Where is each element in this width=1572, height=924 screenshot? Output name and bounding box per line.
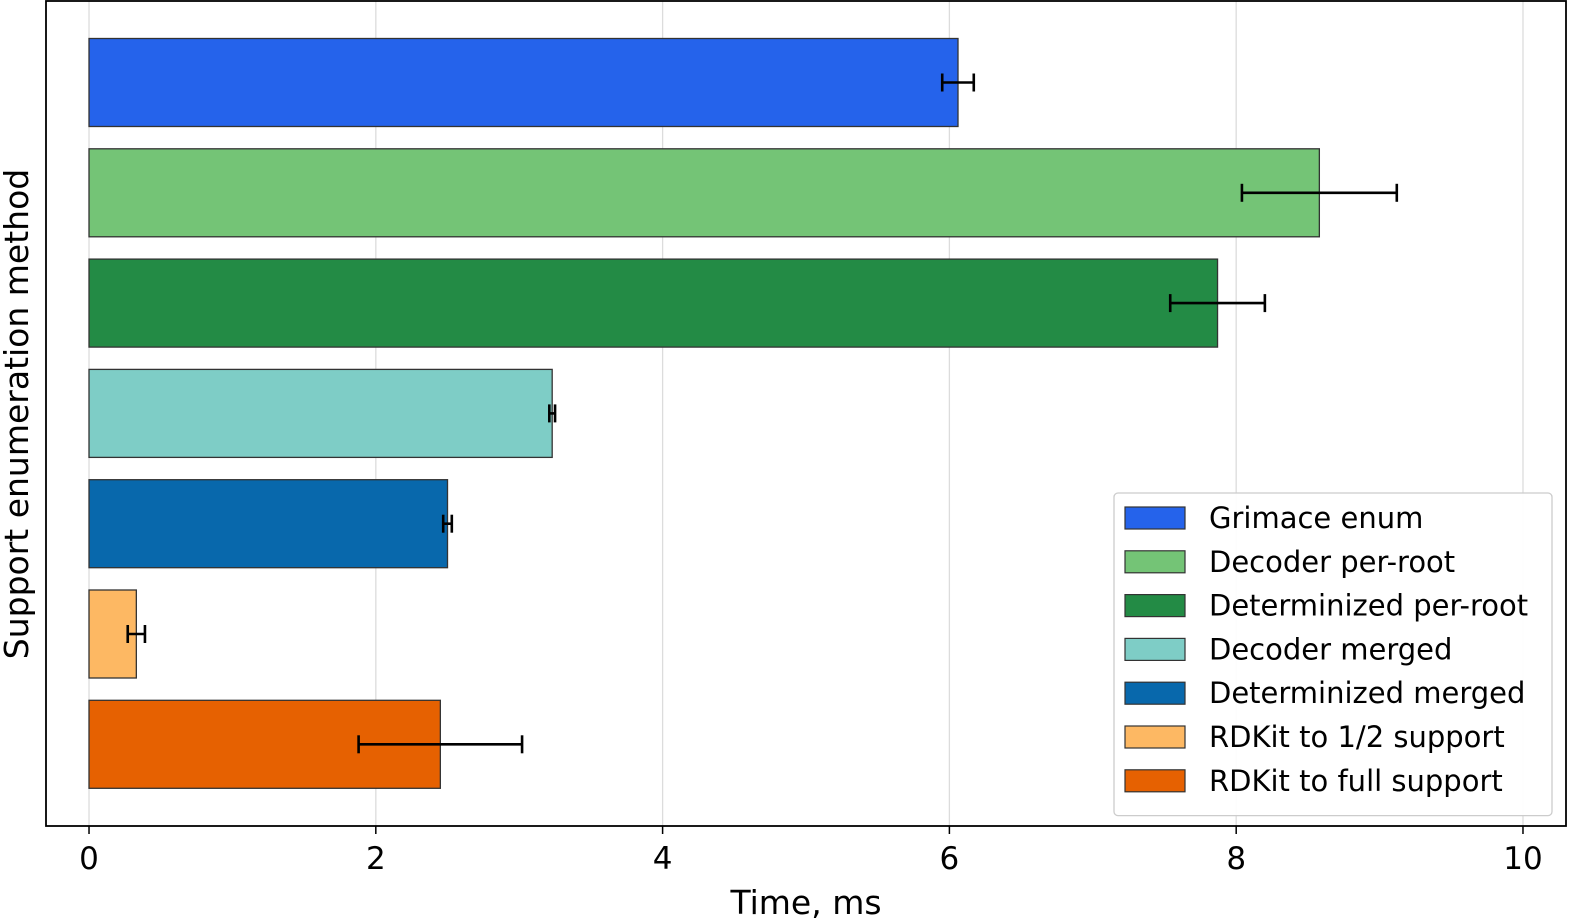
x-tick-label: 6 <box>940 841 960 877</box>
legend-label-grimace-enum: Grimace enum <box>1209 501 1423 535</box>
legend-swatch-determinized-per-root <box>1124 593 1186 618</box>
y-axis-title: Support enumeration method <box>0 169 36 659</box>
legend-frame <box>1113 492 1553 817</box>
x-tick-label: 4 <box>653 841 673 877</box>
error-bar-rdkit-to-1-2-support <box>126 625 147 643</box>
bar-decoder-per-root <box>88 148 1321 238</box>
legend-label-decoder-merged: Decoder merged <box>1209 632 1452 666</box>
bar-determinized-merged <box>88 479 449 569</box>
error-bar-grimace-enum <box>940 73 976 92</box>
error-bar-determinized-merged <box>441 514 454 533</box>
legend-swatch-rdkit-to-1-2-support <box>1124 725 1186 749</box>
error-bar-rdkit-to-full-support <box>357 735 524 754</box>
error-bars <box>126 73 1399 754</box>
legend-label-rdkit-to-full-support: RDKit to full support <box>1209 764 1503 798</box>
x-tick-label: 10 <box>1503 841 1542 877</box>
legend-label-determinized-per-root: Determinized per-root <box>1209 589 1528 623</box>
gridlines <box>88 1 1524 826</box>
legend-label-determinized-merged: Determinized merged <box>1209 676 1525 710</box>
legend-swatch-grimace-enum <box>1124 506 1186 530</box>
error-bar-decoder-merged <box>548 404 557 423</box>
legend: Grimace enum Decoder per-root Determinized… <box>1113 492 1553 817</box>
bars <box>88 37 1321 789</box>
legend-swatch-rdkit-to-full-support <box>1124 769 1186 793</box>
x-tick-label: 2 <box>366 841 386 877</box>
bar-grimace-enum <box>88 37 959 128</box>
x-tick-label: 0 <box>79 841 99 877</box>
legend-swatch-decoder-merged <box>1124 637 1186 662</box>
x-tick-label: 8 <box>1226 841 1246 877</box>
plot-frame <box>45 0 1567 827</box>
error-bar-determinized-per-root <box>1168 294 1267 313</box>
bar-determinized-per-root <box>88 258 1219 348</box>
bar-decoder-merged <box>88 368 553 459</box>
error-bar-decoder-per-root <box>1240 183 1399 202</box>
legend-label-decoder-per-root: Decoder per-root <box>1209 545 1455 579</box>
x-axis: 0 2 4 6 8 10 <box>79 826 1543 877</box>
legend-swatch-decoder-per-root <box>1124 550 1186 574</box>
legend-label-rdkit-to-1-2-support: RDKit to 1/2 support <box>1209 720 1505 754</box>
legend-swatch-determinized-merged <box>1124 681 1186 705</box>
x-axis-title: Time, ms <box>729 883 881 922</box>
